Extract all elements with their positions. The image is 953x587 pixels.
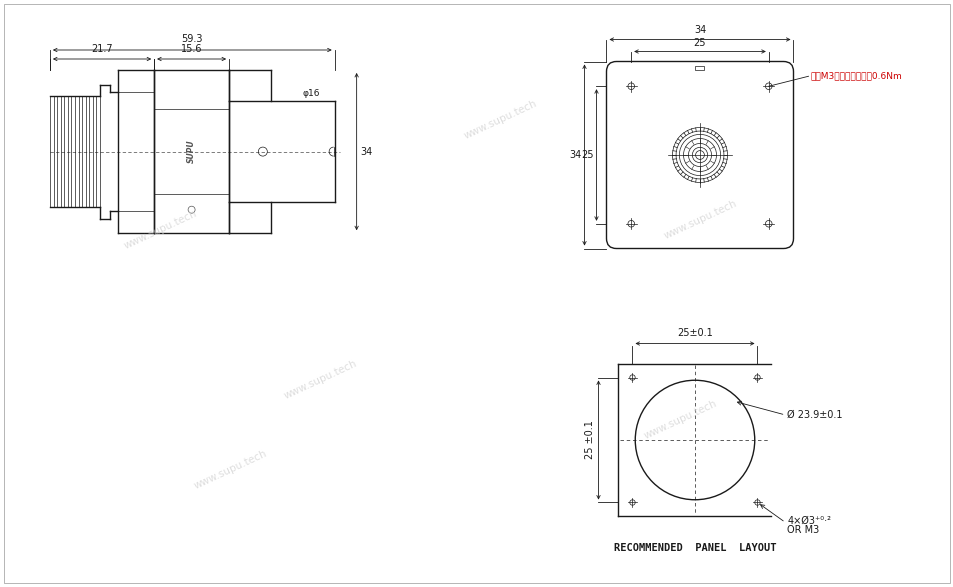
Text: www.supu.tech: www.supu.tech (192, 448, 268, 491)
Text: 15.6: 15.6 (181, 44, 202, 54)
Text: www.supu.tech: www.supu.tech (461, 99, 537, 141)
Text: 推荐M3组合螺丝，扭知0.6Nm: 推荐M3组合螺丝，扭知0.6Nm (810, 72, 902, 81)
Text: 34: 34 (569, 150, 581, 160)
Text: www.supu.tech: www.supu.tech (281, 359, 357, 402)
Text: 25: 25 (580, 150, 593, 160)
Text: 21.7: 21.7 (91, 44, 112, 54)
Text: 4×Ø3⁺⁰·²: 4×Ø3⁺⁰·² (786, 515, 831, 525)
Text: www.supu.tech: www.supu.tech (641, 399, 718, 441)
Text: 25±0.1: 25±0.1 (677, 329, 712, 339)
Text: 34: 34 (360, 147, 373, 157)
Text: OR M3: OR M3 (786, 525, 819, 535)
Text: Ø 23.9±0.1: Ø 23.9±0.1 (786, 410, 842, 420)
Text: 34: 34 (693, 25, 705, 35)
Bar (695, 66, 703, 69)
Text: 59.3: 59.3 (181, 34, 203, 44)
Text: SUPU: SUPU (187, 140, 196, 163)
Text: 25 ±0.1: 25 ±0.1 (585, 420, 595, 460)
Text: www.supu.tech: www.supu.tech (661, 198, 738, 241)
Text: φ16: φ16 (303, 89, 320, 98)
Text: www.supu.tech: www.supu.tech (122, 208, 198, 251)
Text: RECOMMENDED  PANEL  LAYOUT: RECOMMENDED PANEL LAYOUT (613, 544, 776, 554)
Text: 25: 25 (693, 38, 705, 48)
